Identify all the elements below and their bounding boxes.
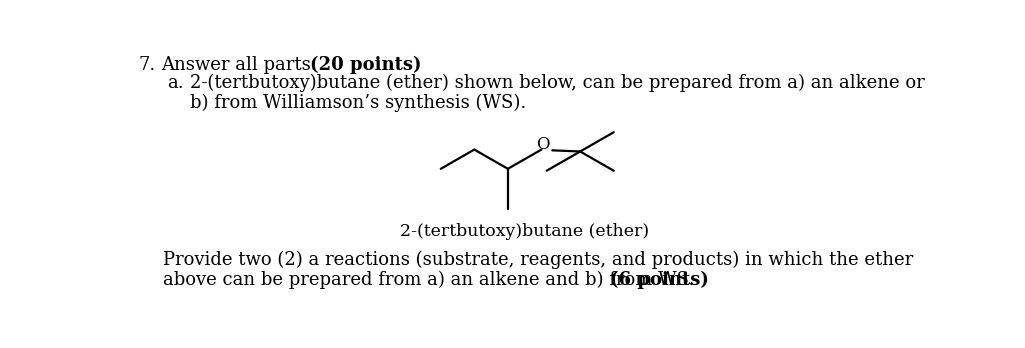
Text: 2-(tertbutoxy)butane (ether) shown below, can be prepared from a) an alkene or: 2-(tertbutoxy)butane (ether) shown below…: [190, 74, 925, 92]
Text: b) from Williamson’s synthesis (WS).: b) from Williamson’s synthesis (WS).: [190, 94, 527, 112]
Text: Answer all parts.: Answer all parts.: [161, 56, 322, 74]
Text: (6 points): (6 points): [610, 271, 709, 290]
Text: O: O: [536, 136, 549, 153]
Text: (20 points): (20 points): [311, 56, 421, 74]
Text: a.: a.: [167, 74, 183, 92]
Text: 2-(tertbutoxy)butane (ether): 2-(tertbutoxy)butane (ether): [401, 223, 650, 240]
Text: above can be prepared from a) an alkene and b) from WS.: above can be prepared from a) an alkene …: [163, 271, 700, 290]
Text: Provide two (2) a reactions (substrate, reagents, and products) in which the eth: Provide two (2) a reactions (substrate, …: [163, 251, 913, 269]
Text: 7.: 7.: [138, 56, 156, 74]
